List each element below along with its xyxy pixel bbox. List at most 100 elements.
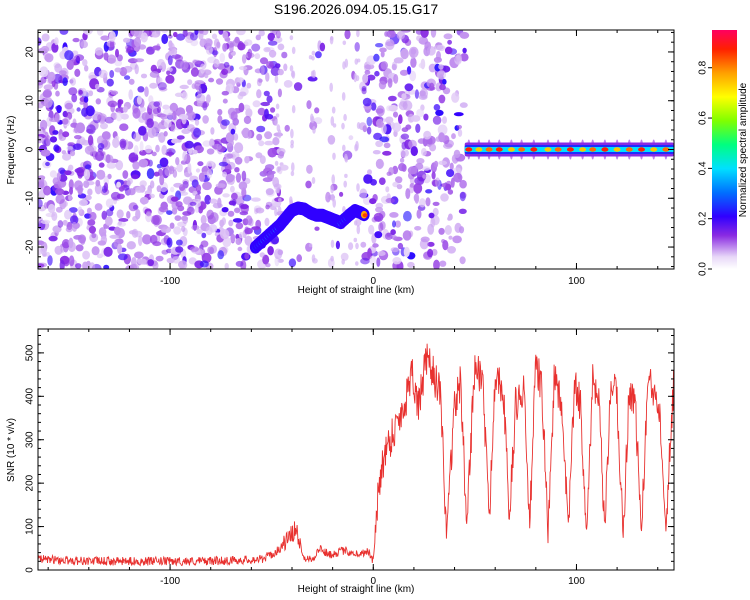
noise-speckle	[425, 197, 431, 207]
track-peak	[625, 147, 633, 152]
noise-speckle	[251, 197, 261, 202]
noise-speckle	[403, 246, 410, 258]
noise-speckle	[383, 142, 391, 149]
noise-speckle	[98, 227, 107, 237]
noise-speckle	[217, 250, 224, 260]
noise-speckle	[439, 260, 447, 267]
noise-speckle	[221, 207, 229, 213]
noise-speckle	[202, 101, 208, 111]
track-peak	[566, 147, 574, 152]
noise-streak	[356, 30, 360, 38]
noise-speckle	[138, 106, 146, 112]
noise-speckle	[59, 30, 69, 35]
noise-speckle	[425, 189, 433, 194]
noise-speckle	[401, 141, 407, 150]
noise-speckle	[176, 239, 183, 246]
noise-speckle	[385, 116, 394, 124]
noise-speckle	[195, 184, 202, 193]
noise-speckle	[416, 108, 424, 118]
noise-speckle	[95, 179, 101, 187]
noise-streak	[356, 122, 361, 129]
noise-speckle	[195, 93, 206, 104]
noise-speckle	[45, 251, 50, 257]
noise-speckle	[325, 191, 331, 203]
noise-speckle	[436, 70, 447, 80]
y-tick-label: 100	[25, 518, 36, 535]
noise-speckle	[106, 78, 114, 87]
noise-speckle	[416, 209, 422, 219]
noise-speckle	[38, 263, 45, 268]
noise-speckle	[204, 38, 213, 49]
noise-speckle	[47, 203, 56, 214]
noise-speckle	[405, 124, 412, 130]
noise-speckle	[237, 42, 246, 51]
noise-speckle	[335, 240, 340, 250]
noise-speckle	[214, 185, 223, 195]
track-peak	[507, 147, 515, 152]
noise-speckle	[348, 242, 354, 251]
noise-streak	[330, 184, 334, 194]
noise-speckle	[451, 92, 460, 103]
noise-speckle	[47, 255, 53, 266]
noise-speckle	[105, 154, 111, 164]
noise-speckle	[82, 59, 88, 67]
noise-speckle	[135, 209, 141, 220]
noise-streak	[290, 128, 294, 139]
noise-streak	[330, 116, 335, 126]
noise-speckle	[275, 30, 281, 39]
noise-speckle	[38, 181, 45, 189]
noise-speckle	[152, 45, 161, 51]
noise-speckle	[167, 55, 173, 66]
noise-speckle	[230, 233, 236, 243]
noise-speckle	[234, 142, 244, 154]
noise-speckle	[438, 132, 445, 143]
noise-speckle	[96, 30, 104, 36]
noise-speckle	[174, 54, 183, 62]
noise-speckle	[373, 53, 380, 62]
noise-speckle	[206, 148, 215, 155]
noise-speckle	[444, 225, 452, 235]
noise-speckle	[360, 257, 370, 265]
noise-speckle	[43, 96, 53, 108]
noise-speckle	[426, 46, 436, 56]
noise-speckle	[83, 169, 91, 180]
noise-speckle	[86, 124, 96, 135]
noise-speckle	[94, 203, 103, 211]
noise-speckle	[366, 126, 372, 135]
noise-speckle	[51, 42, 59, 53]
noise-speckle	[89, 211, 97, 221]
noise-speckle	[244, 227, 253, 235]
noise-speckle	[435, 177, 440, 187]
noise-speckle	[421, 166, 431, 171]
noise-speckle	[314, 107, 320, 114]
noise-speckle	[414, 177, 425, 185]
noise-speckle	[158, 132, 166, 143]
noise-streak	[275, 113, 280, 118]
noise-speckle	[400, 48, 409, 60]
noise-speckle	[78, 89, 83, 95]
noise-speckle	[229, 42, 234, 53]
noise-speckle	[221, 90, 229, 96]
noise-speckle	[378, 177, 386, 185]
noise-speckle	[446, 169, 455, 178]
noise-speckle	[244, 156, 250, 164]
noise-speckle	[126, 180, 131, 187]
noise-streak	[341, 92, 346, 101]
noise-speckle	[409, 70, 417, 82]
noise-speckle	[340, 252, 349, 261]
noise-speckle	[419, 198, 426, 208]
noise-speckle	[251, 43, 261, 52]
noise-speckle	[449, 162, 454, 171]
noise-speckle	[70, 215, 79, 225]
noise-speckle	[182, 216, 188, 224]
noise-speckle	[84, 145, 95, 155]
noise-speckle	[44, 131, 49, 141]
noise-speckle	[109, 234, 119, 239]
noise-speckle	[448, 235, 453, 240]
noise-speckle	[364, 70, 371, 75]
noise-speckle	[256, 125, 266, 133]
noise-speckle	[39, 119, 48, 131]
track-peak	[475, 147, 483, 152]
noise-speckle	[393, 111, 398, 118]
noise-speckle	[375, 43, 384, 48]
